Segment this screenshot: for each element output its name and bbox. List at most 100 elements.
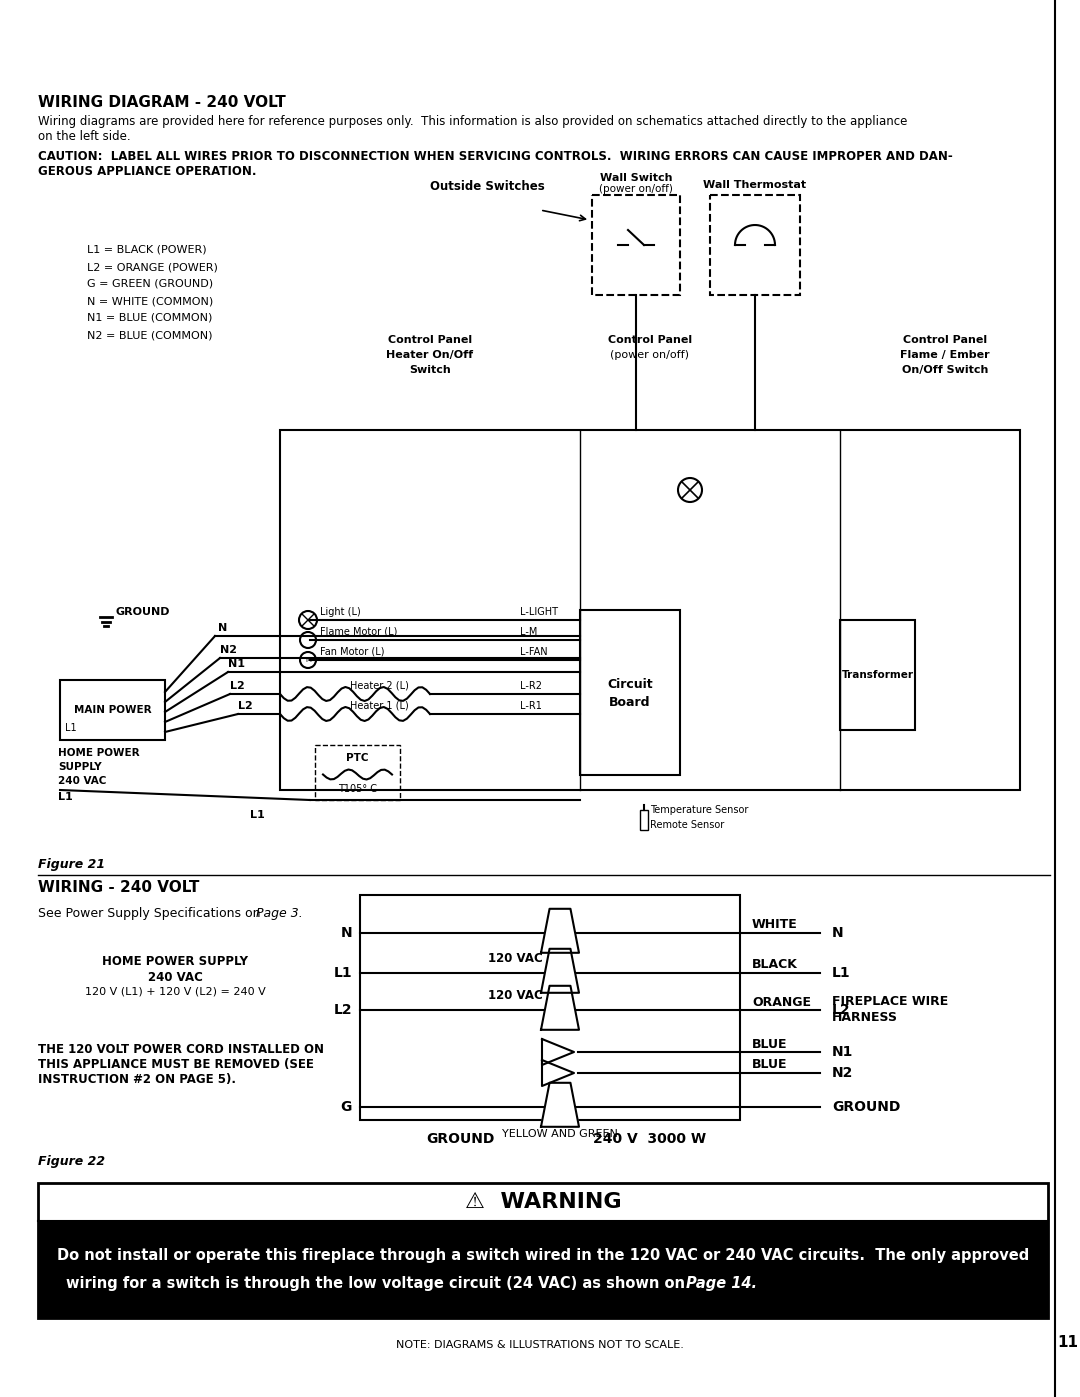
Text: PTC: PTC <box>347 753 368 763</box>
Text: L-FAN: L-FAN <box>519 647 548 657</box>
Text: Wall Switch: Wall Switch <box>599 173 672 183</box>
Text: BLUE: BLUE <box>752 1059 787 1071</box>
Text: N2: N2 <box>220 645 237 655</box>
Text: Page 14.: Page 14. <box>686 1275 757 1291</box>
Text: Heater 1 (L): Heater 1 (L) <box>350 701 408 711</box>
Text: WIRING DIAGRAM - 240 VOLT: WIRING DIAGRAM - 240 VOLT <box>38 95 286 110</box>
Text: HOME POWER SUPPLY: HOME POWER SUPPLY <box>102 956 248 968</box>
Text: SUPPLY: SUPPLY <box>58 761 102 773</box>
Polygon shape <box>542 1039 573 1065</box>
Text: L1: L1 <box>832 965 851 981</box>
Text: L1: L1 <box>334 965 352 981</box>
Polygon shape <box>541 949 579 993</box>
Bar <box>360 895 740 1120</box>
Text: Flame / Ember: Flame / Ember <box>901 351 989 360</box>
Text: Control Panel: Control Panel <box>388 335 472 345</box>
Text: HARNESS: HARNESS <box>832 1011 897 1024</box>
Text: BLUE: BLUE <box>752 1038 787 1051</box>
Text: L1: L1 <box>58 792 72 802</box>
Text: Circuit: Circuit <box>607 678 652 692</box>
Text: CAUTION:  LABEL ALL WIRES PRIOR TO DISCONNECTION WHEN SERVICING CONTROLS.  WIRIN: CAUTION: LABEL ALL WIRES PRIOR TO DISCON… <box>38 149 953 177</box>
Text: N: N <box>218 623 227 633</box>
Text: GROUND: GROUND <box>426 1132 495 1146</box>
Bar <box>710 196 800 295</box>
Text: N2: N2 <box>832 1066 853 1080</box>
Text: Heater 2 (L): Heater 2 (L) <box>350 680 409 692</box>
Text: 120 VAC: 120 VAC <box>488 951 543 965</box>
Text: L-M: L-M <box>519 627 538 637</box>
Bar <box>38 1221 1048 1317</box>
Text: L1: L1 <box>249 810 265 820</box>
Text: L2: L2 <box>238 701 253 711</box>
Text: YELLOW AND GREEN: YELLOW AND GREEN <box>502 1129 618 1139</box>
Bar <box>38 1183 1048 1317</box>
Bar <box>640 810 648 830</box>
Text: G: G <box>340 1099 352 1113</box>
Text: FIREPLACE WIRE: FIREPLACE WIRE <box>832 995 948 1009</box>
Bar <box>280 430 1020 789</box>
Text: HOME POWER: HOME POWER <box>58 747 139 759</box>
Text: Heater On/Off: Heater On/Off <box>387 351 473 360</box>
Text: GROUND: GROUND <box>832 1099 901 1113</box>
Text: L2 = ORANGE (POWER): L2 = ORANGE (POWER) <box>87 263 218 272</box>
Text: Do not install or operate this fireplace through a switch wired in the 120 VAC o: Do not install or operate this fireplace… <box>57 1248 1029 1263</box>
Bar <box>840 620 915 731</box>
Text: WIRING - 240 VOLT: WIRING - 240 VOLT <box>38 880 200 895</box>
Text: ⚠  WARNING: ⚠ WARNING <box>464 1192 621 1213</box>
Text: L2: L2 <box>334 1003 352 1017</box>
Text: L1: L1 <box>65 724 77 733</box>
Text: Fan Motor (L): Fan Motor (L) <box>320 647 384 657</box>
Text: Figure 22: Figure 22 <box>38 1155 105 1168</box>
Polygon shape <box>541 909 579 953</box>
Text: Switch: Switch <box>409 365 450 374</box>
Text: Flame Motor (L): Flame Motor (L) <box>320 627 397 637</box>
Polygon shape <box>542 1060 573 1085</box>
Text: WHITE: WHITE <box>752 918 798 932</box>
Text: N1 = BLUE (COMMON): N1 = BLUE (COMMON) <box>87 313 213 323</box>
Text: T105° C: T105° C <box>338 784 377 793</box>
Text: (power on/off): (power on/off) <box>610 351 689 360</box>
Text: N1: N1 <box>832 1045 853 1059</box>
Bar <box>580 610 680 775</box>
Text: Page 3.: Page 3. <box>256 907 302 921</box>
Polygon shape <box>541 1083 579 1127</box>
Text: Wiring diagrams are provided here for reference purposes only.  This information: Wiring diagrams are provided here for re… <box>38 115 907 142</box>
Text: THE 120 VOLT POWER CORD INSTALLED ON
THIS APPLIANCE MUST BE REMOVED (SEE
INSTRUC: THE 120 VOLT POWER CORD INSTALLED ON THI… <box>38 1044 324 1085</box>
Text: Wall Thermostat: Wall Thermostat <box>703 180 807 190</box>
Text: 240 VAC: 240 VAC <box>58 775 106 787</box>
Text: 120 VAC: 120 VAC <box>488 989 543 1002</box>
Polygon shape <box>541 986 579 1030</box>
Text: G = GREEN (GROUND): G = GREEN (GROUND) <box>87 279 213 289</box>
Text: BLACK: BLACK <box>752 958 798 971</box>
Text: 120 V (L1) + 120 V (L2) = 240 V: 120 V (L1) + 120 V (L2) = 240 V <box>84 988 266 997</box>
Text: See Power Supply Specifications on: See Power Supply Specifications on <box>38 907 265 921</box>
Text: N1: N1 <box>228 659 245 669</box>
Text: Remote Sensor: Remote Sensor <box>650 820 725 830</box>
Text: N = WHITE (COMMON): N = WHITE (COMMON) <box>87 296 213 306</box>
Text: Temperature Sensor: Temperature Sensor <box>650 805 748 814</box>
Text: L1 = BLACK (POWER): L1 = BLACK (POWER) <box>87 244 206 256</box>
Text: Transformer: Transformer <box>841 671 914 680</box>
Text: L2: L2 <box>230 680 245 692</box>
Text: Outside Switches: Outside Switches <box>430 180 544 193</box>
Text: Light (L): Light (L) <box>320 608 361 617</box>
Text: MAIN POWER: MAIN POWER <box>73 705 151 715</box>
Text: On/Off Switch: On/Off Switch <box>902 365 988 374</box>
Text: N: N <box>340 926 352 940</box>
Bar <box>60 680 165 740</box>
Text: (power on/off): (power on/off) <box>599 184 673 194</box>
Text: GROUND: GROUND <box>114 608 170 617</box>
Text: L-LIGHT: L-LIGHT <box>519 608 558 617</box>
Bar <box>315 745 400 800</box>
Bar <box>592 196 680 295</box>
Text: wiring for a switch is through the low voltage circuit (24 VAC) as shown on: wiring for a switch is through the low v… <box>66 1275 690 1291</box>
Text: NOTE: DIAGRAMS & ILLUSTRATIONS NOT TO SCALE.: NOTE: DIAGRAMS & ILLUSTRATIONS NOT TO SC… <box>396 1340 684 1350</box>
Text: L2: L2 <box>832 1003 851 1017</box>
Text: Control Panel: Control Panel <box>903 335 987 345</box>
Text: Board: Board <box>609 696 651 710</box>
Text: Figure 21: Figure 21 <box>38 858 105 870</box>
Text: Control Panel: Control Panel <box>608 335 692 345</box>
Text: N: N <box>832 926 843 940</box>
Text: 240 VAC: 240 VAC <box>148 971 202 983</box>
Text: 11: 11 <box>1057 1336 1079 1350</box>
